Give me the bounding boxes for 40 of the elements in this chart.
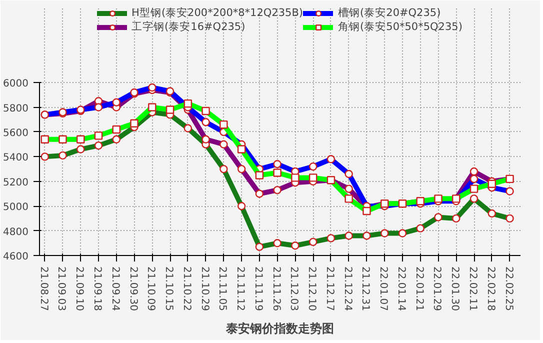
x-tick-label: 21.11.05: [216, 266, 228, 312]
x-tick-label: 21.12.17: [324, 266, 335, 312]
x-tick-label: 22.01.07: [378, 266, 389, 312]
y-tick-label: 4600: [3, 252, 29, 262]
x-tick-label: 21.10.09: [145, 266, 156, 312]
x-tick-label: 21.10.15: [163, 266, 174, 312]
x-tick-label: 21.09.10: [74, 266, 85, 312]
x-tick-label: 22.01.29: [431, 266, 442, 312]
y-tick-label: 5600: [3, 128, 29, 139]
x-tick-label: 21.09.18: [92, 266, 103, 312]
x-tick-label: 21.10.29: [198, 266, 210, 312]
x-tick-label: 21.09.24: [109, 266, 120, 312]
y-tick-label: 5000: [3, 202, 29, 214]
y-tick-label: 5800: [3, 103, 29, 114]
x-tick-label: 22.02.18: [484, 266, 496, 312]
x-tick-label: 21.11.12: [234, 266, 246, 312]
x-tick-label: 22.01.14: [395, 266, 406, 312]
x-tick-label: 21.09.03: [56, 266, 67, 312]
x-tick-label: 21.12.24: [342, 266, 353, 312]
x-tick-label: 21.12.31: [360, 266, 371, 312]
y-tick-label: 6000: [3, 78, 29, 90]
x-tick-label: 22.01.30: [449, 266, 460, 312]
legend-label: 角钢(泰安50*50*5Q235): [338, 20, 462, 34]
x-tick-label: 22.02.25: [502, 266, 514, 312]
x-tick-label: 22.01.21: [413, 266, 424, 312]
y-tick-label: 4800: [3, 226, 29, 238]
x-tick-label: 21.08.27: [38, 266, 49, 312]
x-tick-label: 21.09.30: [127, 266, 138, 312]
legend-label: 槽钢(泰安20#Q235): [338, 6, 441, 20]
x-tick-label: 22.02.11: [467, 266, 478, 312]
text: 泰安钢价指数走势图: [225, 322, 334, 336]
x-tick-label: 21.11.26: [270, 266, 282, 312]
x-tick-label: 21.12.03: [288, 266, 300, 312]
x-tick-label: 21.12.10: [306, 266, 318, 312]
y-tick-label: 5400: [3, 152, 29, 164]
y-tick-label: 5200: [3, 177, 29, 188]
legend-label: H型钢(泰安200*200*8*12Q235B): [132, 6, 304, 20]
legend-label: 工字钢(泰安16#Q235): [132, 20, 246, 34]
x-tick-label: 21.10.22: [180, 266, 192, 312]
x-tick-label: 21.11.19: [252, 266, 264, 312]
